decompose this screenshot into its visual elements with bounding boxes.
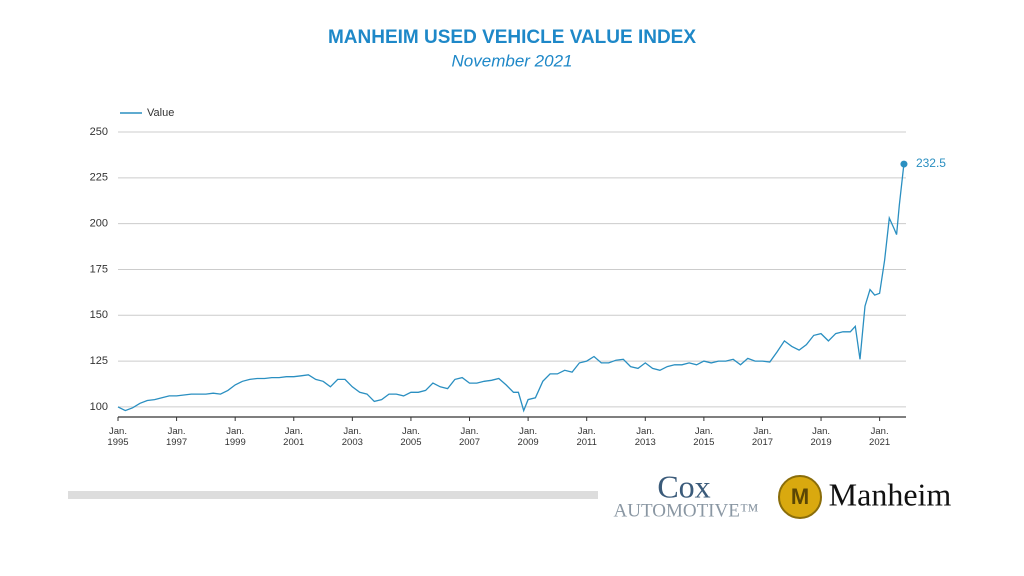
last-point xyxy=(900,160,908,168)
y-tick-label: 150 xyxy=(90,309,108,321)
x-tick-label: Jan. 2007 xyxy=(458,426,481,448)
x-tick-label: Jan. 1997 xyxy=(166,426,188,448)
x-tick-label: Jan. 2005 xyxy=(400,426,422,448)
y-tick-label: 100 xyxy=(90,401,108,413)
x-tick-label: Jan. 2001 xyxy=(283,426,305,448)
x-tick-label: Jan. 2021 xyxy=(869,426,891,448)
cox-logo: Cox xyxy=(657,468,710,504)
x-tick-label: Jan. 2011 xyxy=(576,426,597,448)
manheim-logo: Manheim xyxy=(829,476,952,512)
x-tick-label: Jan. 1995 xyxy=(107,426,129,448)
chart-title: MANHEIM USED VEHICLE VALUE INDEX xyxy=(328,27,696,48)
divider-bar xyxy=(68,491,598,499)
value-label: 232.5 xyxy=(916,156,946,170)
chart-subtitle: November 2021 xyxy=(452,51,573,70)
y-tick-label: 200 xyxy=(90,218,108,230)
manheim-emblem xyxy=(778,475,822,519)
y-tick-label: 250 xyxy=(90,126,108,138)
automotive-logo: AUTOMOTIVE™ xyxy=(614,500,759,521)
series-line xyxy=(117,164,905,413)
y-tick-label: 175 xyxy=(90,263,108,275)
y-tick-label: 225 xyxy=(90,172,108,184)
x-tick-label: Jan. 2015 xyxy=(693,426,715,448)
x-tick-label: Jan. 2009 xyxy=(517,426,539,448)
y-tick-label: 125 xyxy=(90,355,108,367)
x-tick-label: Jan. 1999 xyxy=(224,426,246,448)
x-tick-label: Jan. 2003 xyxy=(341,426,363,448)
manheim-emblem-letter: M xyxy=(791,484,809,509)
legend-label: Value xyxy=(147,107,174,119)
x-tick-label: Jan. 2013 xyxy=(634,426,656,448)
x-tick-label: Jan. 2019 xyxy=(810,426,832,448)
x-tick-label: Jan. 2017 xyxy=(751,426,774,448)
